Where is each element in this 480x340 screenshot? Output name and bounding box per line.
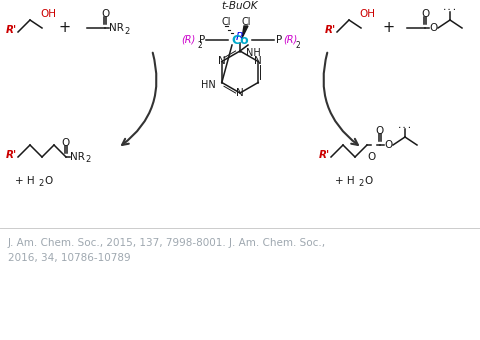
Text: O: O [101, 9, 109, 19]
Text: R': R' [6, 150, 17, 160]
Text: P: P [199, 35, 205, 45]
Text: HN: HN [201, 80, 216, 89]
Text: O: O [44, 176, 52, 186]
Text: O: O [376, 126, 384, 136]
Text: N: N [218, 56, 226, 67]
Text: O: O [364, 176, 372, 186]
Text: (R): (R) [283, 35, 297, 45]
Text: 2: 2 [38, 180, 43, 188]
Text: 2: 2 [296, 40, 301, 50]
Text: +: + [59, 19, 71, 34]
Text: NH: NH [246, 48, 261, 58]
Text: P: P [276, 35, 282, 45]
Text: Cl: Cl [221, 17, 231, 27]
Text: 2: 2 [197, 40, 202, 50]
Text: O: O [62, 138, 70, 148]
Text: O: O [367, 152, 375, 162]
Text: 2: 2 [358, 180, 363, 188]
Text: R': R' [6, 25, 17, 35]
Text: O: O [421, 9, 429, 19]
Text: R: R [236, 32, 244, 42]
Text: ...: ... [397, 120, 413, 130]
Text: 2: 2 [124, 27, 129, 35]
Text: OH: OH [359, 9, 375, 19]
Text: Co: Co [231, 34, 249, 47]
Text: N: N [236, 88, 244, 98]
Text: NR: NR [109, 23, 124, 33]
Text: NR: NR [70, 152, 85, 162]
Text: J. Am. Chem. Soc., 2015, 137, 7998-8001. J. Am. Chem. Soc.,
2016, 34, 10786-1078: J. Am. Chem. Soc., 2015, 137, 7998-8001.… [8, 238, 326, 263]
Text: (R): (R) [182, 35, 196, 45]
Text: + H: + H [335, 176, 355, 186]
Text: ...: ... [442, 3, 458, 13]
Text: t-BuOK: t-BuOK [222, 1, 258, 11]
Text: OH: OH [40, 9, 56, 19]
Text: R': R' [325, 25, 336, 35]
Text: N: N [254, 56, 262, 67]
Text: O: O [384, 140, 392, 150]
Text: R': R' [319, 150, 330, 160]
Polygon shape [242, 26, 248, 38]
FancyArrowPatch shape [324, 53, 358, 145]
Text: Cl: Cl [241, 17, 251, 27]
Text: +: + [383, 19, 395, 34]
Text: + H: + H [15, 176, 35, 186]
FancyArrowPatch shape [122, 53, 156, 145]
Text: 2: 2 [85, 155, 90, 165]
Text: O: O [429, 23, 437, 33]
